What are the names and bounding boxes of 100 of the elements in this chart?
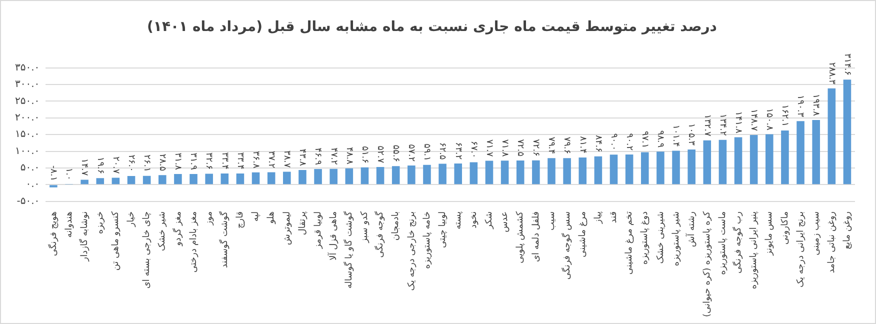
data-label: ۳۶.۸ bbox=[250, 150, 260, 169]
bar bbox=[112, 178, 120, 184]
x-tick-label: بادمجان bbox=[391, 211, 402, 241]
bar bbox=[781, 130, 789, 184]
x-tick-label: موز bbox=[204, 211, 214, 226]
bar bbox=[796, 121, 804, 184]
y-tick-label: ۲۵۰.۰ bbox=[14, 96, 40, 107]
data-label: ۸۴.۶ bbox=[592, 135, 603, 153]
bar bbox=[532, 160, 540, 184]
data-label: ۶۲.۵ bbox=[437, 142, 448, 160]
data-label: ۳۱.۹ bbox=[188, 152, 198, 170]
data-label: ۱۶۲.۱ bbox=[780, 104, 790, 127]
data-label: ۱۳۴.۲ bbox=[717, 114, 728, 136]
x-tick-label: لوبیا چیتی bbox=[438, 211, 448, 248]
data-label: ۱.۰ bbox=[64, 168, 74, 180]
data-label: -۸.۱ bbox=[48, 165, 58, 182]
x-tick-label: خیار bbox=[126, 211, 137, 228]
x-tick-label: روغن مایع bbox=[842, 211, 853, 250]
x-tick-label: شیر خشک bbox=[158, 211, 168, 252]
x-tick-label: نخود bbox=[469, 211, 480, 228]
data-label: ۵۱.۶ bbox=[359, 146, 370, 164]
bar bbox=[688, 149, 696, 184]
data-label: ۵۵.۶ bbox=[390, 144, 401, 162]
data-label: ۵۷.۲ bbox=[406, 144, 416, 162]
x-tick-label: شیر پاستوریزه bbox=[671, 211, 682, 266]
data-label: ۷۱.۸ bbox=[499, 139, 510, 157]
data-label: ۳۷.۲ bbox=[266, 150, 276, 168]
data-label: ۱۰۵.۳ bbox=[686, 123, 696, 146]
bar bbox=[190, 174, 198, 184]
x-tick-label: دوغ پاستوریزه bbox=[640, 211, 650, 265]
bar bbox=[127, 176, 136, 184]
bar bbox=[625, 154, 634, 184]
data-label: ۶۳.۲ bbox=[452, 142, 463, 160]
bar bbox=[360, 167, 369, 184]
x-tick-label: گوشت گاو یا گوساله bbox=[342, 210, 355, 289]
x-tick-label: مغز گردو bbox=[171, 211, 184, 247]
bar bbox=[408, 166, 416, 184]
bar bbox=[142, 176, 151, 184]
bar bbox=[298, 170, 306, 184]
x-tick-label: کدو سبز bbox=[360, 210, 370, 244]
x-tick-label: لوبیا قرمز bbox=[313, 211, 324, 250]
x-tick-label: گوشت گوسفند bbox=[218, 210, 230, 268]
x-tick-label: پنیر ایرانی پاستوریزه bbox=[749, 210, 760, 290]
bar bbox=[718, 140, 727, 184]
data-label: ۷۲.۶ bbox=[530, 139, 541, 157]
x-tick-label: کره پاستوریزه (کره حیوانی) bbox=[702, 210, 712, 318]
data-label: ۱۳۲.۷ bbox=[702, 114, 712, 137]
y-tick-label: ۲۰۰.۰ bbox=[14, 112, 40, 124]
bar bbox=[438, 164, 446, 184]
x-tick-label: ماست پاستوریزه bbox=[718, 211, 728, 275]
x-tick-label: سیب زمینی bbox=[811, 211, 822, 256]
data-label: ۹۰.۲ bbox=[624, 133, 634, 151]
bar bbox=[828, 88, 836, 184]
bar bbox=[158, 175, 166, 184]
data-label: ۱۹.۶ bbox=[94, 156, 105, 174]
x-tick-label: سیب bbox=[546, 211, 557, 230]
bar bbox=[283, 172, 291, 184]
data-label: ۲۰.۷ bbox=[110, 156, 120, 174]
x-tick-label: سس مایونز bbox=[764, 211, 775, 256]
x-tick-label: روغن نباتی جامد bbox=[826, 211, 837, 274]
x-tick-label: چای خارجی بسته ای bbox=[142, 211, 152, 289]
x-tick-label: برنج خارجی درجه یک bbox=[406, 211, 417, 291]
chart-title: درصد تغییر متوسط قیمت ماه جاری نسبت به ماه مشابه سال قبل (مرداد ماه ۱۴۰۱) bbox=[147, 19, 717, 36]
data-label: ۲۸.۵ bbox=[157, 154, 168, 172]
data-label: ۵۹.۱ bbox=[422, 144, 432, 161]
data-label: ۹۷.۱ bbox=[640, 130, 650, 148]
bar bbox=[703, 140, 712, 184]
x-tick-label: نوشابه گازدار bbox=[78, 211, 90, 262]
bar bbox=[330, 168, 338, 184]
y-tick-label: ۳۰۰.۰ bbox=[14, 79, 40, 90]
bar bbox=[423, 164, 431, 184]
data-label: ۱۴.۷ bbox=[79, 158, 90, 176]
data-label: ۳۱۴.۶ bbox=[842, 53, 852, 76]
bar bbox=[252, 172, 260, 184]
x-tick-label: سس گوجه فرنگی bbox=[560, 211, 572, 280]
data-label: ۱۹۳.۸ bbox=[810, 94, 821, 116]
data-label: ۵۲.۷ bbox=[374, 146, 385, 164]
x-tick-label: رب گوجه فرنگی bbox=[732, 211, 744, 274]
x-tick-label: قارچ bbox=[236, 211, 246, 229]
bar bbox=[766, 134, 774, 184]
data-label: ۷۲.۵ bbox=[515, 139, 526, 157]
data-label: ۱۹۰.۳ bbox=[795, 94, 806, 118]
bar bbox=[205, 174, 213, 184]
x-tick-label: خامه پاستوریزه bbox=[422, 211, 432, 269]
x-tick-label: ماهی قزل آلا bbox=[326, 211, 339, 260]
x-tick-label: شیرینی خشک bbox=[656, 211, 666, 264]
bar bbox=[345, 168, 354, 184]
bar bbox=[236, 174, 244, 184]
bar bbox=[220, 174, 229, 184]
x-tick-label: کنسرو ماهی تن bbox=[111, 210, 122, 271]
bar bbox=[470, 162, 478, 184]
data-label: ۳۱.۸ bbox=[172, 152, 183, 170]
data-label: ۹۰.۰ bbox=[608, 133, 618, 151]
bar bbox=[656, 152, 664, 184]
x-tick-label: هندوانه bbox=[64, 211, 74, 238]
x-tick-label: مرغ ماشینی bbox=[578, 211, 588, 258]
bar bbox=[548, 158, 556, 184]
bar bbox=[750, 135, 758, 184]
bar bbox=[734, 137, 742, 184]
data-label: ۳۳.۴ bbox=[234, 152, 245, 170]
